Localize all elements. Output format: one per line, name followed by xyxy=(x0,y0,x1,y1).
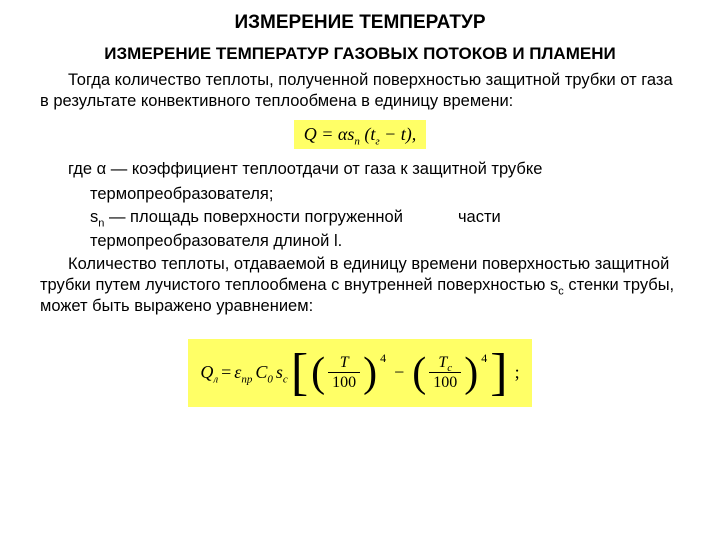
f2-Q: Qл xyxy=(200,362,218,383)
rbracket: ] xyxy=(490,347,507,399)
formula-2-wrap: Qл = εпр C0 sс [ ( T 100 ) 4 − ( Tc 100 … xyxy=(40,339,680,407)
pow1: 4 xyxy=(380,351,386,366)
def-line-4: термопреобразователя длиной l. xyxy=(40,231,680,252)
where-alpha: где α — коэффициент теплоотдачи от газа … xyxy=(40,159,680,180)
f2-eps: εпр xyxy=(234,362,252,383)
sn-text: — площадь поверхности погруженной xyxy=(104,208,403,226)
main-title: ИЗМЕРЕНИЕ ТЕМПЕРАТУР xyxy=(40,12,680,34)
frac-Tc: Tc 100 xyxy=(429,354,461,392)
f2-C: C0 xyxy=(255,362,273,383)
pow2: 4 xyxy=(481,351,487,366)
f2-semi: ; xyxy=(515,362,520,383)
f2-eq: = xyxy=(221,362,231,383)
formula-1: Q = αsn (tг − t), xyxy=(294,120,427,149)
lparen1: ( xyxy=(311,352,325,394)
lparen2: ( xyxy=(412,352,426,394)
f2-s: sс xyxy=(276,362,288,383)
para-2: Количество теплоты, отдаваемой в единицу… xyxy=(40,254,680,317)
sn-symbol: s xyxy=(90,208,98,226)
def-line-2: термопреобразователя; xyxy=(40,184,680,205)
formula-2: Qл = εпр C0 sс [ ( T 100 ) 4 − ( Tc 100 … xyxy=(188,339,531,407)
minus: − xyxy=(394,362,404,383)
sub-title: ИЗМЕРЕНИЕ ТЕМПЕРАТУР ГАЗОВЫХ ПОТОКОВ И П… xyxy=(40,44,680,64)
intro-paragraph: Тогда количество теплоты, полученной пов… xyxy=(40,70,680,112)
rparen1: ) xyxy=(363,352,377,394)
def-sn: sn — площадь поверхности погруженной час… xyxy=(40,207,680,228)
frac-T: T 100 xyxy=(328,354,360,392)
lbracket: [ xyxy=(291,347,308,399)
sn-text2: части xyxy=(458,208,501,226)
rparen2: ) xyxy=(464,352,478,394)
formula-1-wrap: Q = αsn (tг − t), xyxy=(40,120,680,149)
